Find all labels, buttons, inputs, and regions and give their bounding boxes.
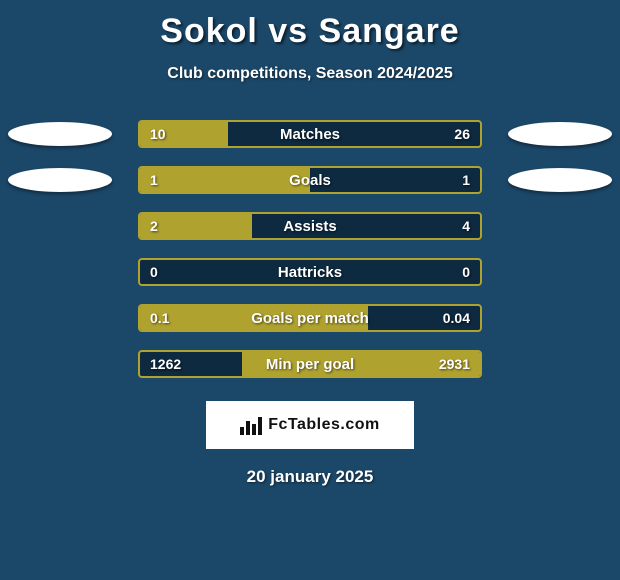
stat-row: 11Goals [0, 157, 620, 203]
stat-bar: 12622931Min per goal [138, 350, 482, 378]
snapshot-date: 20 january 2025 [0, 467, 620, 487]
stat-right-value: 1 [452, 168, 480, 192]
stat-right-value: 26 [444, 122, 480, 146]
player-left-badge [8, 122, 112, 146]
stat-bar: 11Goals [138, 166, 482, 194]
stat-right-value: 0 [452, 260, 480, 284]
stat-row: 1026Matches [0, 111, 620, 157]
source-logo: FcTables.com [206, 401, 414, 449]
page-subtitle: Club competitions, Season 2024/2025 [0, 65, 620, 83]
player-right-badge [508, 168, 612, 192]
source-logo-text: FcTables.com [268, 416, 380, 434]
stat-row: 0 0Hattricks [0, 249, 620, 295]
stat-left-value: 0 [140, 260, 168, 284]
stat-row: 24Assists [0, 203, 620, 249]
stat-row: 0.10.04Goals per match [0, 295, 620, 341]
stat-row: 12622931Min per goal [0, 341, 620, 387]
stat-bar: 1026Matches [138, 120, 482, 148]
stat-bar: 24Assists [138, 212, 482, 240]
stat-right-value: 2931 [429, 352, 480, 376]
player-right-badge [508, 122, 612, 146]
page-title: Sokol vs Sangare [0, 0, 620, 51]
stat-left-value: 2 [140, 214, 168, 238]
comparison-chart: 1026Matches11Goals24Assists00Hattricks0.… [0, 111, 620, 387]
stat-label: Hattricks [140, 260, 480, 284]
player-left-badge [8, 168, 112, 192]
stat-left-value: 1262 [140, 352, 191, 376]
stat-right-value: 0.04 [433, 306, 480, 330]
stat-bar: 0 0Hattricks [138, 258, 482, 286]
stat-bar: 0.10.04Goals per match [138, 304, 482, 332]
stat-left-value: 10 [140, 122, 176, 146]
bars-icon [240, 415, 262, 435]
stat-left-value: 1 [140, 168, 168, 192]
stat-right-value: 4 [452, 214, 480, 238]
stat-left-value: 0.1 [140, 306, 179, 330]
